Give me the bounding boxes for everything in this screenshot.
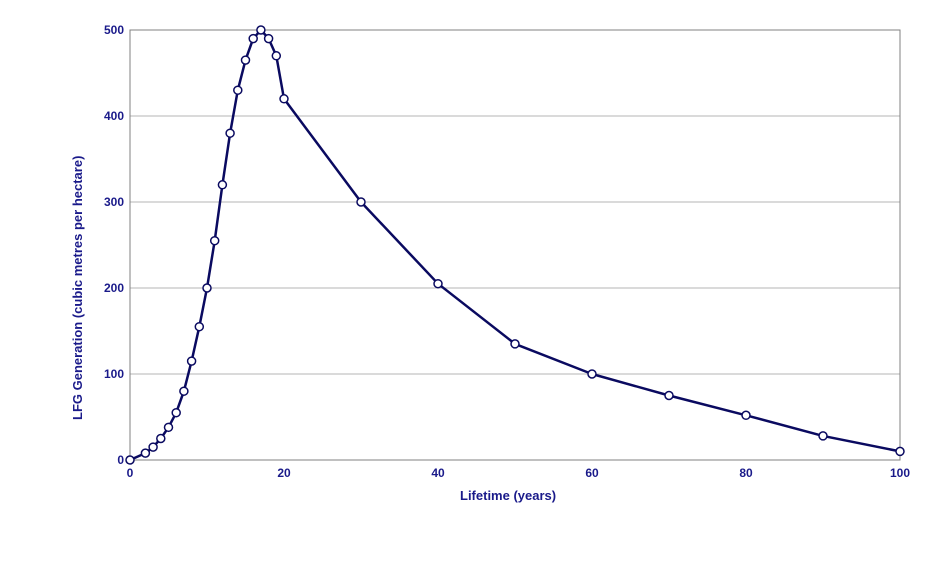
x-tick-label: 0 [127,466,134,480]
data-marker [172,409,180,417]
data-marker [165,423,173,431]
y-tick-label: 100 [90,367,124,381]
data-marker [242,56,250,64]
x-axis-label: Lifetime (years) [460,488,556,503]
x-tick-label: 40 [431,466,444,480]
data-marker [896,447,904,455]
data-marker [234,86,242,94]
data-marker [265,35,273,43]
y-tick-label: 200 [90,281,124,295]
chart-container: LFG Generation (cubic metres per hectare… [0,0,944,564]
data-marker [157,435,165,443]
data-marker [226,129,234,137]
data-marker [357,198,365,206]
y-axis-label: LFG Generation (cubic metres per hectare… [70,156,85,420]
y-tick-label: 300 [90,195,124,209]
x-tick-label: 20 [277,466,290,480]
data-marker [588,370,596,378]
y-tick-label: 400 [90,109,124,123]
data-marker [249,35,257,43]
y-tick-label: 500 [90,23,124,37]
data-marker [141,449,149,457]
x-tick-label: 80 [739,466,752,480]
data-marker [665,392,673,400]
data-marker [742,411,750,419]
data-marker [149,443,157,451]
x-tick-label: 60 [585,466,598,480]
data-marker [280,95,288,103]
data-marker [195,323,203,331]
data-marker [511,340,519,348]
data-marker [126,456,134,464]
x-tick-label: 100 [890,466,910,480]
chart-svg [0,0,944,564]
data-marker [218,181,226,189]
y-tick-label: 0 [90,453,124,467]
data-marker [211,237,219,245]
data-marker [272,52,280,60]
data-marker [819,432,827,440]
data-marker [180,387,188,395]
data-marker [257,26,265,34]
data-marker [203,284,211,292]
data-marker [434,280,442,288]
data-marker [188,357,196,365]
